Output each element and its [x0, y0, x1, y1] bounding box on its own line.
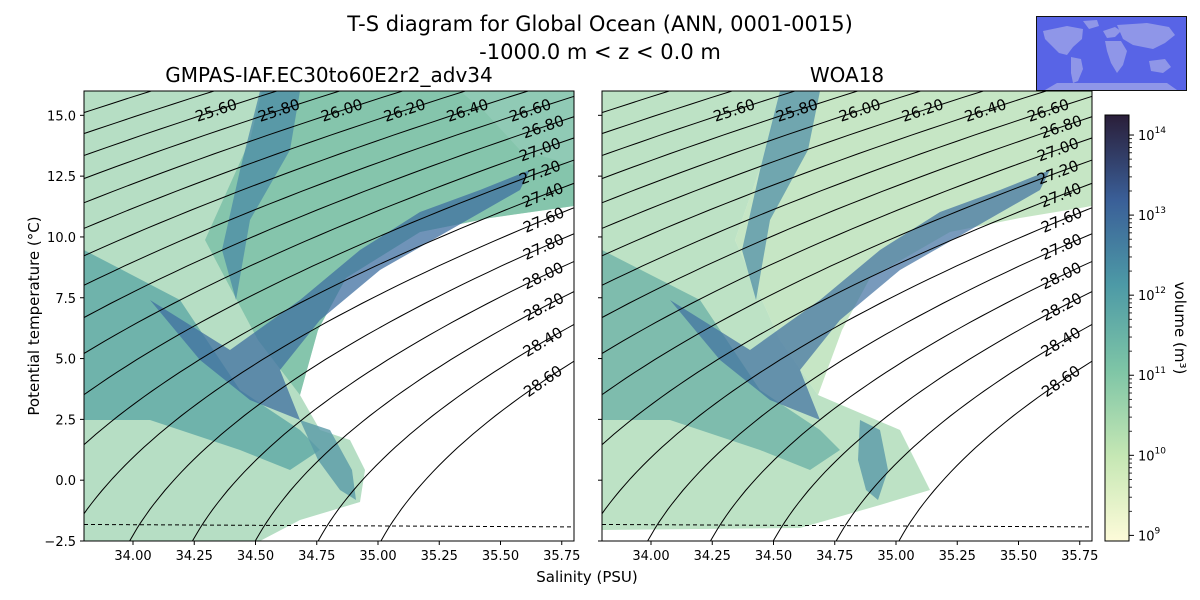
density-contour-line	[602, 207, 1092, 515]
density-contour-line	[602, 91, 860, 180]
x-tick-label: 35.25	[939, 549, 976, 564]
y-axis-label: Potential temperature (°C)	[25, 216, 43, 415]
density-contour-line	[835, 323, 1092, 541]
y-tick-label: −2.5	[44, 535, 76, 550]
contour-label: 28.60	[1038, 362, 1084, 401]
right-freezing-line	[601, 523, 1093, 528]
y-tick-label: 0.0	[55, 474, 76, 489]
right-axes-frame	[601, 90, 1093, 542]
density-contour-line	[602, 91, 1048, 257]
x-tick-label: 34.25	[176, 549, 213, 564]
density-contour-line	[380, 360, 574, 541]
right-density-contours	[602, 91, 1092, 541]
y-tick-label: 5.0	[55, 353, 76, 368]
density-contour-line	[317, 323, 574, 541]
x-tick-label: 35.75	[1061, 549, 1098, 564]
x-tick-label: 34.00	[114, 549, 151, 564]
x-axis-label: Salinity (PSU)	[536, 568, 638, 586]
density-contour-line	[709, 260, 1092, 541]
density-contour-line	[84, 137, 574, 355]
x-tick-label: 34.75	[816, 549, 853, 564]
x-tick-label: 35.00	[359, 549, 396, 564]
figure-subtitle: -1000.0 m < z < 0.0 m	[479, 40, 721, 64]
colorbar-gradient	[1104, 114, 1130, 542]
y-tick-label: 10.0	[47, 231, 76, 246]
contour-label: 28.20	[1039, 289, 1085, 325]
left-freezing-line	[83, 523, 575, 528]
x-tick-label: 34.25	[694, 549, 731, 564]
density-contour-line	[898, 360, 1092, 541]
density-contour-line	[84, 95, 574, 286]
contour-label: 28.40	[520, 323, 566, 360]
x-tick-label: 35.50	[1000, 549, 1037, 564]
colorbar-tick-label: 1012	[1138, 286, 1166, 304]
y-tick-label: 7.5	[55, 292, 76, 307]
density-contour-line	[84, 159, 574, 396]
density-contour-line	[602, 137, 1092, 355]
x-tick-label: 34.50	[755, 549, 792, 564]
right-panel: 25.60 25.80 26.00 26.20 26.40 26.6026.8027.00…	[598, 90, 1098, 564]
left-distribution	[84, 91, 574, 541]
density-contour-line	[84, 91, 530, 257]
density-contour-line	[602, 95, 1092, 286]
density-contour-line	[84, 182, 574, 446]
density-contour-line	[84, 91, 405, 204]
x-tick-label: 34.75	[298, 549, 335, 564]
density-contour-line	[602, 91, 986, 229]
y-tick-label: 12.5	[47, 170, 76, 185]
density-contour-line	[602, 182, 1092, 446]
right-distribution	[602, 91, 1092, 530]
left-axes-frame	[83, 90, 575, 542]
density-contour-line	[254, 290, 574, 541]
contour-label: 28.60	[520, 362, 566, 401]
colorbar-tick-label: 109	[1138, 526, 1161, 544]
world-map-icon	[1036, 16, 1187, 91]
density-contour-line	[602, 91, 797, 157]
right-x-ticks: 34.00 34.25 34.50 34.75 35.00 35.25 35.50 35.75	[632, 541, 1098, 564]
x-tick-label: 35.25	[421, 549, 458, 564]
colorbar-ticks: 109 1010 1011 1012 1013 1014	[1129, 126, 1166, 544]
colorbar-label: volume (m³)	[1171, 282, 1189, 375]
left-y-ticks: −2.5 0.0 2.5 5.0 7.5 10.0 12.5 15.0	[44, 109, 84, 550]
colorbar-tick-label: 1013	[1138, 206, 1166, 224]
density-contour-line	[84, 207, 574, 515]
x-tick-label: 35.75	[543, 549, 580, 564]
density-contour-line	[129, 233, 574, 541]
x-tick-label: 35.00	[877, 549, 914, 564]
density-contour-line	[84, 91, 342, 180]
left-panel-title: GMPAS-IAF.EC30to60E2r2_adv34	[165, 63, 493, 87]
y-tick-label: 2.5	[55, 413, 76, 428]
density-contour-line	[772, 290, 1092, 541]
density-contour-line	[602, 159, 1092, 396]
colorbar-tick-label: 1010	[1138, 446, 1166, 464]
colorbar-tick-label: 1014	[1138, 126, 1166, 144]
x-tick-label: 35.50	[482, 549, 519, 564]
contour-label: 28.40	[1038, 323, 1084, 360]
density-contour-line	[647, 233, 1092, 541]
colorbar: 109 1010 1011 1012 1013 1014 volume (m³)	[1104, 114, 1189, 544]
y-tick-label: 15.0	[47, 109, 76, 124]
left-density-contours	[84, 91, 574, 541]
figure-title: T-S diagram for Global Ocean (ANN, 0001-…	[347, 12, 853, 36]
right-y-ticks	[598, 114, 602, 542]
contour-label: 28.20	[521, 289, 567, 325]
density-contour-line	[602, 91, 923, 204]
density-contour-line	[602, 116, 1092, 319]
density-contour-line	[191, 260, 574, 541]
right-panel-title: WOA18	[809, 63, 885, 87]
density-contour-line	[84, 91, 279, 157]
x-tick-label: 34.00	[632, 549, 669, 564]
density-contour-line	[84, 91, 468, 229]
x-tick-label: 34.50	[237, 549, 274, 564]
left-x-ticks: 34.00 34.25 34.50 34.75 35.00 35.25 35.50 35.75	[114, 541, 580, 564]
density-contour-line	[84, 116, 574, 319]
colorbar-tick-label: 1011	[1138, 366, 1166, 384]
